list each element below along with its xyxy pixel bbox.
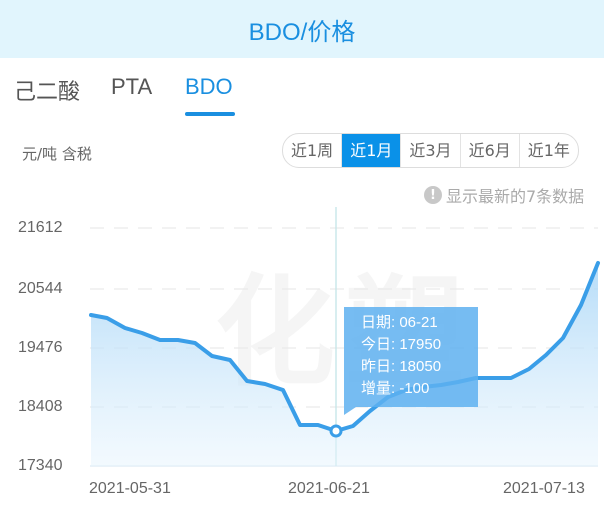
x-tick-label: 2021-05-31	[89, 480, 171, 497]
active-tab-indicator	[185, 112, 235, 116]
y-tick-label: 20544	[18, 280, 63, 297]
range-1-week[interactable]: 近1周	[283, 134, 343, 167]
data-tooltip: 日期: 06-21 今日: 17950 昨日: 18050 增量: -100	[344, 307, 478, 407]
y-tick-label: 17340	[18, 457, 63, 474]
unit-label: 元/吨 含税	[22, 145, 92, 163]
tab-pta[interactable]: PTA	[111, 74, 153, 99]
tab-adipic-acid[interactable]: 己二酸	[14, 79, 81, 104]
y-tick-label: 21612	[18, 219, 63, 236]
range-3-months[interactable]: 近3月	[401, 134, 461, 167]
tooltip-delta: 增量: -100	[361, 380, 430, 397]
selected-point-marker[interactable]	[329, 424, 343, 438]
exclamation-icon: !	[424, 186, 442, 204]
data-note: ! 显示最新的7条数据	[424, 183, 584, 207]
range-1-year[interactable]: 近1年	[527, 141, 570, 160]
x-tick-label: 2021-06-21	[288, 480, 370, 497]
product-tabs: 己二酸 PTA BDO	[0, 58, 604, 118]
x-tick-label: 2021-07-13	[503, 480, 585, 497]
range-1-month[interactable]: 近1月	[342, 134, 402, 167]
y-tick-label: 18408	[18, 398, 63, 415]
note-text: 显示最新的7条数据	[446, 187, 585, 206]
tooltip-pointer	[344, 407, 356, 415]
tooltip-date: 日期: 06-21	[361, 314, 438, 331]
range-selector: 近1周 近1月 近3月 近6月 近1年	[282, 133, 579, 168]
tooltip-yesterday: 昨日: 18050	[361, 358, 442, 375]
header-bar: BDO/价格	[0, 0, 604, 58]
price-line	[89, 261, 600, 433]
y-tick-label: 19476	[18, 339, 63, 356]
page-title: BDO/价格	[248, 18, 356, 46]
range-6-months[interactable]: 近6月	[461, 134, 520, 167]
tooltip-today: 今日: 17950	[361, 336, 442, 353]
area-fill	[91, 263, 598, 466]
tab-bdo[interactable]: BDO	[185, 74, 233, 99]
